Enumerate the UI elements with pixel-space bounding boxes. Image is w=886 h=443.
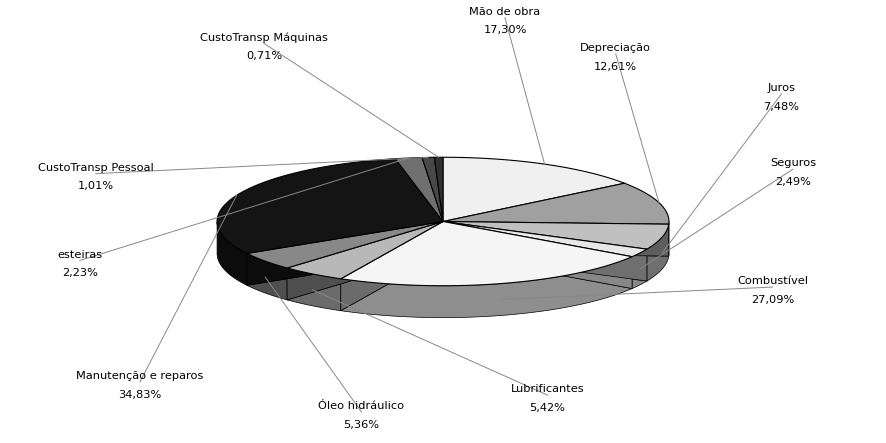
Text: Mão de obra: Mão de obra — [470, 7, 540, 17]
Polygon shape — [287, 222, 443, 300]
Text: 2,49%: 2,49% — [775, 177, 811, 187]
Polygon shape — [247, 222, 443, 268]
Polygon shape — [217, 222, 247, 285]
Polygon shape — [443, 222, 632, 288]
Polygon shape — [443, 222, 647, 281]
Text: CustoTransp Máquinas: CustoTransp Máquinas — [200, 32, 328, 43]
Text: Óleo hidráulico: Óleo hidráulico — [318, 401, 405, 411]
Text: 0,71%: 0,71% — [246, 51, 282, 61]
Text: Depreciação: Depreciação — [580, 43, 651, 53]
Polygon shape — [422, 157, 443, 222]
Polygon shape — [632, 249, 647, 288]
Polygon shape — [395, 158, 443, 222]
Text: 5,36%: 5,36% — [344, 420, 379, 430]
Text: 7,48%: 7,48% — [764, 101, 799, 112]
Polygon shape — [287, 268, 341, 311]
Polygon shape — [247, 222, 443, 285]
Polygon shape — [443, 222, 669, 256]
Text: esteiras: esteiras — [58, 249, 102, 260]
Polygon shape — [443, 157, 625, 222]
Text: 5,42%: 5,42% — [530, 403, 565, 413]
Polygon shape — [647, 224, 669, 281]
Text: CustoTransp Pessoal: CustoTransp Pessoal — [38, 163, 153, 173]
Polygon shape — [341, 222, 632, 286]
Polygon shape — [443, 222, 669, 249]
Polygon shape — [287, 222, 443, 279]
Text: 2,23%: 2,23% — [62, 268, 97, 278]
Polygon shape — [341, 222, 443, 311]
Text: Juros: Juros — [767, 83, 796, 93]
Polygon shape — [443, 222, 669, 256]
Polygon shape — [217, 159, 443, 253]
Text: Manutenção e reparos: Manutenção e reparos — [76, 371, 204, 381]
Text: Combustível: Combustível — [737, 276, 808, 286]
Text: 34,83%: 34,83% — [119, 389, 161, 400]
Polygon shape — [443, 183, 669, 224]
Text: 27,09%: 27,09% — [751, 295, 794, 305]
Polygon shape — [443, 222, 647, 256]
Text: 12,61%: 12,61% — [595, 62, 637, 72]
Polygon shape — [287, 222, 443, 300]
Polygon shape — [443, 222, 647, 281]
Polygon shape — [247, 253, 287, 300]
Polygon shape — [434, 157, 443, 222]
Polygon shape — [341, 256, 632, 318]
Polygon shape — [247, 222, 443, 285]
Text: 17,30%: 17,30% — [484, 25, 526, 35]
Text: Seguros: Seguros — [770, 158, 816, 168]
Text: 1,01%: 1,01% — [78, 181, 113, 191]
Polygon shape — [341, 222, 443, 311]
Text: Lubrificantes: Lubrificantes — [510, 384, 585, 394]
Polygon shape — [443, 222, 632, 288]
